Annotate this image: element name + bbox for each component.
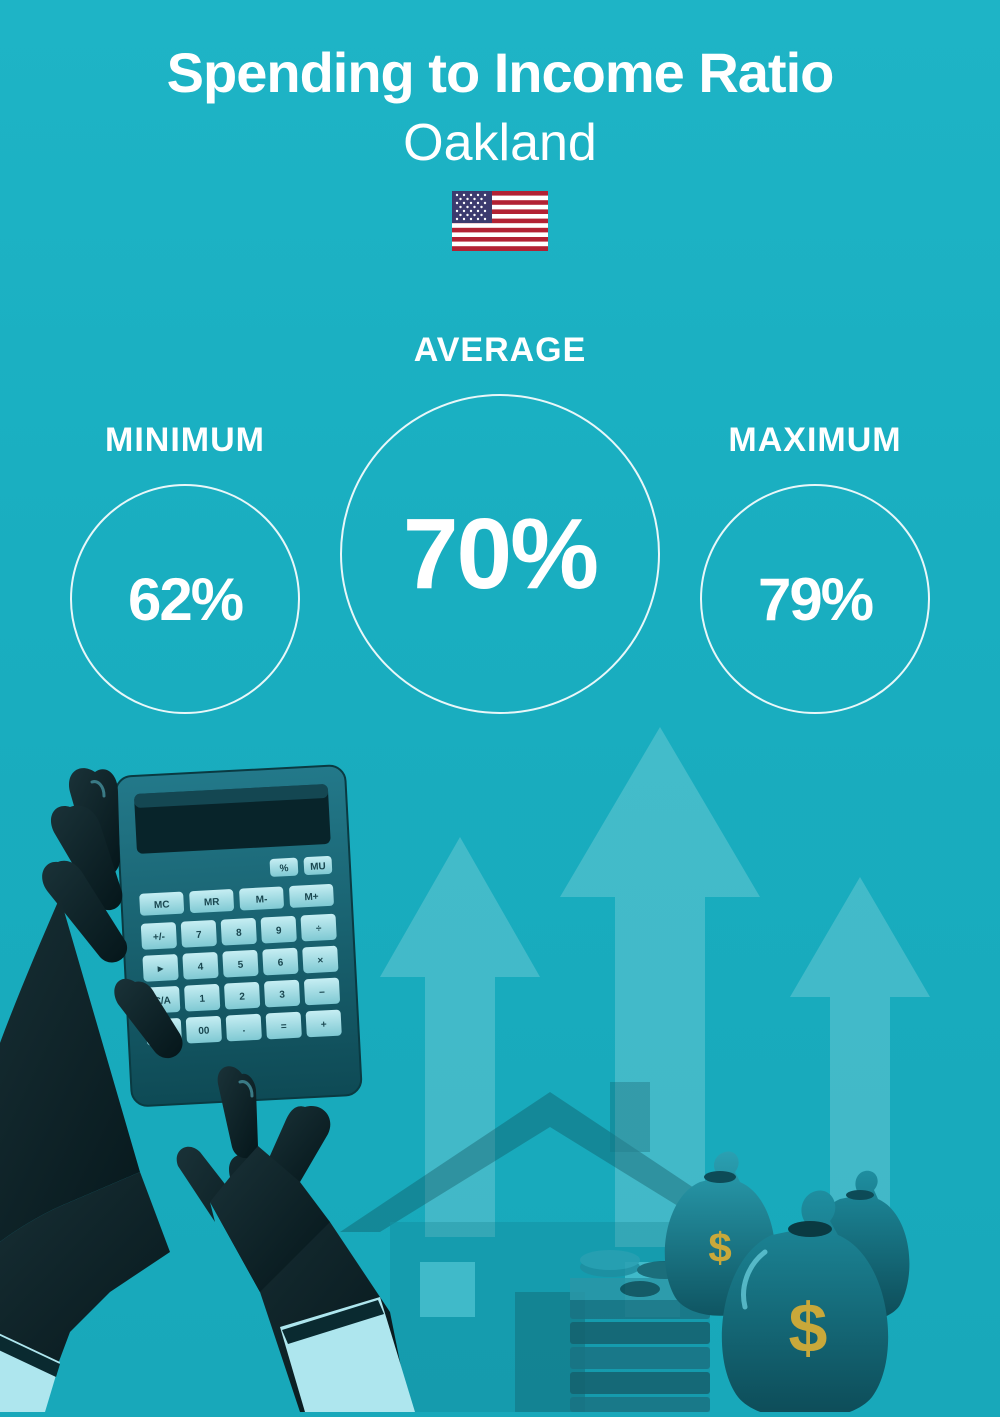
page-subtitle: Oakland bbox=[0, 113, 1000, 173]
stat-maximum-circle: 79% bbox=[700, 484, 930, 714]
calculator-button bbox=[186, 1016, 222, 1044]
svg-text:MU: MU bbox=[310, 861, 326, 873]
stat-maximum: MAXIMUM 79% bbox=[700, 421, 930, 714]
stat-minimum-value: 62% bbox=[128, 565, 242, 634]
svg-text:%: % bbox=[279, 863, 289, 874]
calculator-button bbox=[226, 1014, 262, 1042]
stat-maximum-value: 79% bbox=[758, 565, 872, 634]
svg-text:MC: MC bbox=[154, 899, 170, 911]
stat-average-value: 70% bbox=[403, 497, 597, 612]
svg-text:2: 2 bbox=[239, 991, 246, 1002]
calculator-button bbox=[146, 1018, 182, 1046]
svg-text:1: 1 bbox=[199, 994, 206, 1005]
calculator-button bbox=[302, 946, 338, 974]
svg-text:8: 8 bbox=[236, 928, 243, 939]
arrow-up-icon bbox=[560, 727, 760, 1247]
svg-text:4: 4 bbox=[198, 962, 205, 973]
stat-average: AVERAGE 70% bbox=[340, 331, 660, 714]
header: Spending to Income Ratio Oakland bbox=[0, 0, 1000, 251]
stats-row: MINIMUM 62% AVERAGE 70% MAXIMUM 79% bbox=[0, 331, 1000, 714]
calculator-button bbox=[184, 984, 220, 1012]
calculator-button bbox=[264, 980, 300, 1008]
svg-text:+: + bbox=[321, 1019, 328, 1030]
svg-text:►: ► bbox=[155, 964, 165, 976]
calculator-button bbox=[142, 954, 178, 982]
svg-text:0: 0 bbox=[161, 1028, 168, 1039]
stat-maximum-label: MAXIMUM bbox=[728, 421, 901, 460]
svg-text:÷: ÷ bbox=[316, 923, 323, 934]
svg-text:$: $ bbox=[789, 1289, 828, 1367]
calculator-button bbox=[139, 892, 184, 916]
flag-container bbox=[0, 191, 1000, 251]
svg-text:MR: MR bbox=[204, 897, 221, 909]
us-flag-icon bbox=[452, 191, 548, 251]
calculator-button bbox=[222, 950, 258, 978]
calculator-button bbox=[262, 948, 298, 976]
stat-minimum-circle: 62% bbox=[70, 484, 300, 714]
calculator-button bbox=[224, 982, 260, 1010]
illustration-area: $ $ bbox=[0, 737, 1000, 1417]
calculator-button bbox=[221, 918, 257, 946]
calculator-button bbox=[289, 884, 334, 908]
svg-text:+/-: +/- bbox=[153, 932, 166, 944]
house-icon bbox=[320, 1052, 780, 1417]
calculator-button bbox=[301, 914, 337, 942]
svg-text:×: × bbox=[317, 955, 324, 966]
calculator-button bbox=[189, 889, 234, 913]
money-area: $ $ bbox=[570, 1092, 970, 1417]
svg-text:00: 00 bbox=[198, 1025, 210, 1037]
stat-minimum: MINIMUM 62% bbox=[70, 421, 300, 714]
svg-text:6: 6 bbox=[277, 957, 284, 968]
arrow-up-icon bbox=[790, 877, 930, 1217]
svg-text:M+: M+ bbox=[304, 892, 319, 904]
svg-text:C/A: C/A bbox=[153, 995, 171, 1007]
svg-text:=: = bbox=[281, 1021, 288, 1032]
calculator-button bbox=[182, 952, 218, 980]
hands-calculator: % MU MCMRM-M++/-789÷►456×C/A123−000.=+ bbox=[0, 752, 460, 1417]
calculator-button bbox=[304, 978, 340, 1006]
svg-text:3: 3 bbox=[279, 989, 286, 1000]
svg-text:$: $ bbox=[708, 1224, 731, 1271]
page-title: Spending to Income Ratio bbox=[0, 40, 1000, 105]
svg-text:−: − bbox=[319, 987, 326, 998]
calculator-button bbox=[181, 920, 217, 948]
svg-text:5: 5 bbox=[237, 960, 244, 971]
calculator-button bbox=[266, 1012, 302, 1040]
svg-text:7: 7 bbox=[196, 930, 203, 941]
arrow-up-icon bbox=[380, 837, 540, 1237]
svg-text:9: 9 bbox=[276, 925, 283, 936]
calculator-button bbox=[239, 886, 284, 910]
svg-text:M-: M- bbox=[256, 894, 268, 906]
stat-average-label: AVERAGE bbox=[414, 331, 587, 370]
svg-text:.: . bbox=[242, 1024, 246, 1035]
calculator-button bbox=[306, 1010, 342, 1038]
calculator-button bbox=[141, 922, 177, 950]
stat-minimum-label: MINIMUM bbox=[105, 421, 265, 460]
stat-average-circle: 70% bbox=[340, 394, 660, 714]
calculator-button bbox=[144, 986, 180, 1014]
calculator-button bbox=[261, 916, 297, 944]
